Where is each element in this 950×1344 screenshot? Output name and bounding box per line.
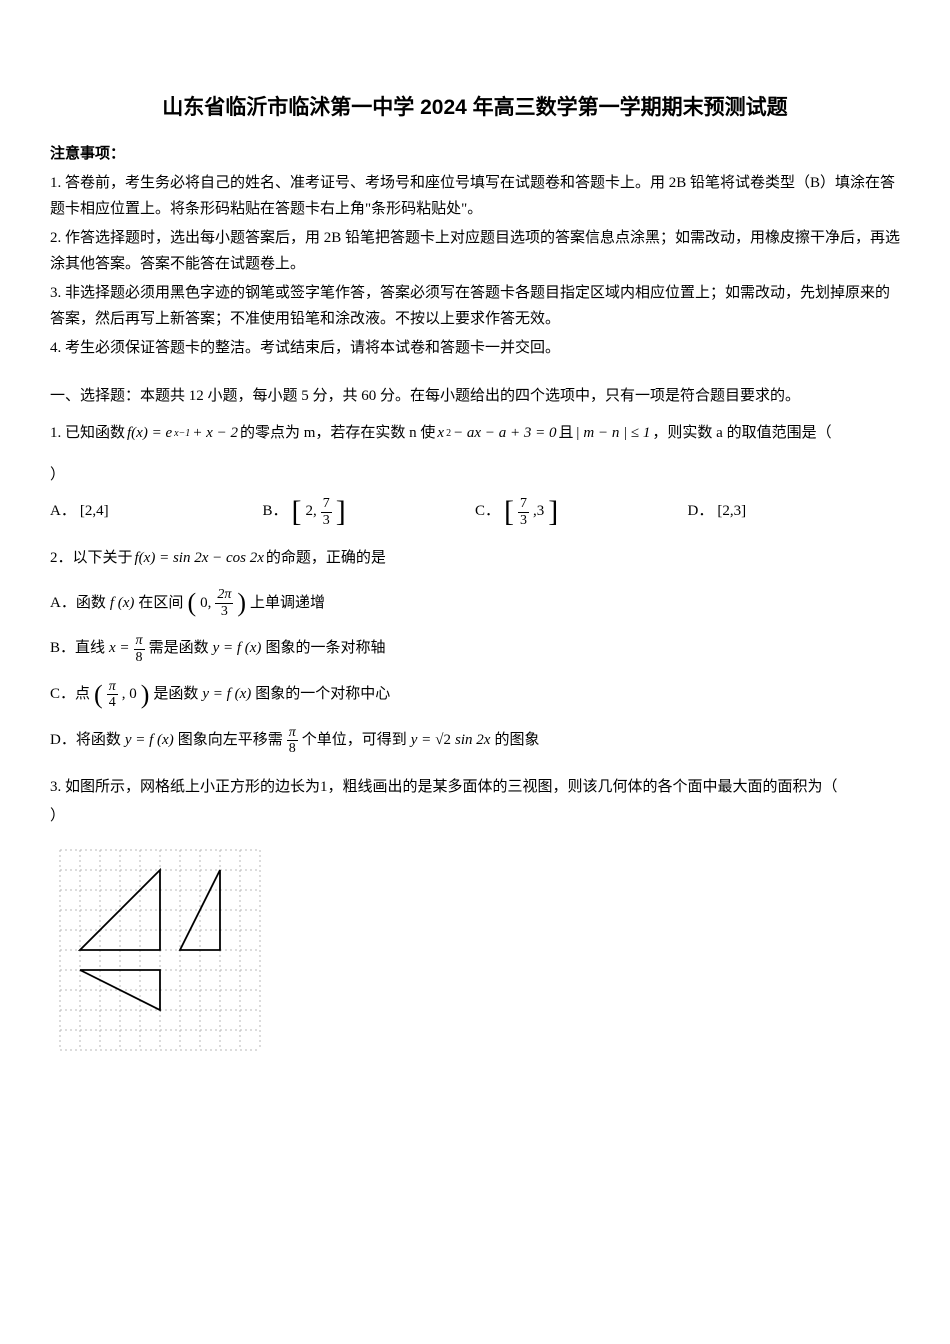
q1-c-b: ,3 — [533, 499, 544, 525]
q1-a-value: [2,4] — [80, 499, 109, 525]
q2c-tail: 图象的一个对称中心 — [255, 682, 390, 708]
q2a-den: 3 — [215, 604, 233, 619]
q1-c-rb: ] — [548, 500, 558, 524]
q1-mid2: 且 — [558, 421, 573, 447]
q2-prefix: 2．以下关于 — [50, 546, 133, 572]
q2b-tail: 图象的一条对称轴 — [265, 636, 385, 662]
question-3: 3. 如图所示，网格纸上小正方形的边长为1，粗线画出的是某多面体的三视图，则该几… — [50, 775, 900, 1060]
q1-c-label: C． — [475, 499, 500, 525]
q2a-mid: 在区间 — [138, 591, 183, 617]
q1-b-rb: ] — [336, 500, 346, 524]
q2b-num: π — [134, 633, 145, 649]
q2c-den: 4 — [107, 695, 118, 710]
q2-option-b: B．直线 x = π 8 需是函数 y = f (x) 图象的一条对称轴 — [50, 633, 900, 665]
q2d-yeq: y = — [411, 728, 432, 754]
q1-eq2a: x — [437, 421, 444, 447]
q2a-rp: ) — [237, 593, 246, 614]
q1-abs: | m − n | ≤ 1 — [575, 421, 650, 447]
q2c-rp: ) — [141, 685, 150, 706]
q1-tail2: ） — [50, 463, 900, 489]
q1-b-frac: 7 3 — [321, 496, 332, 528]
q2d-sin: sin 2x — [455, 728, 490, 754]
q2d-den: 8 — [287, 741, 298, 756]
q3-figure — [50, 840, 900, 1060]
q1-b-num: 7 — [321, 496, 332, 512]
notice-item-2: 2. 作答选择题时，选出每小题答案后，用 2B 铅笔把答题卡上对应题目选项的答案… — [50, 226, 900, 277]
q2a-label: A．函数 — [50, 591, 106, 617]
q1-option-b: B． [ 2, 7 3 ] — [263, 496, 476, 528]
q2d-label: D．将函数 — [50, 728, 121, 754]
q1-prefix: 1. 已知函数 — [50, 421, 125, 447]
q2-suffix: 的命题，正确的是 — [266, 546, 386, 572]
q1-tail: ，则实数 a 的取值范围是（ — [652, 421, 831, 447]
q2d-num: π — [287, 725, 298, 741]
q1-eq2exp: 2 — [446, 425, 451, 442]
q2d-sqrt: √2 — [435, 728, 451, 754]
q2-func: f(x) = sin 2x − cos 2x — [135, 546, 264, 572]
q2c-lp: ( — [94, 685, 103, 706]
document-title: 山东省临沂市临沭第一中学 2024 年高三数学第一学期期末预测试题 — [50, 90, 900, 126]
q2d-mid1: 图象向左平移需 — [178, 728, 283, 754]
q1-mid1: 的零点为 m，若存在实数 n 使 — [240, 421, 435, 447]
three-views-svg — [50, 840, 270, 1060]
notice-heading: 注意事项： — [50, 142, 900, 168]
section-1-heading: 一、选择题：本题共 12 小题，每小题 5 分，共 60 分。在每小题给出的四个… — [50, 384, 900, 410]
q2c-label: C．点 — [50, 682, 90, 708]
q2c-frac: π 4 — [107, 679, 118, 711]
q2a-tail: 上单调递增 — [250, 591, 325, 617]
q1-exp: x−1 — [174, 425, 190, 442]
q1-c-frac: 7 3 — [518, 496, 529, 528]
q2a-frac: 2π 3 — [215, 587, 233, 619]
q1-a-label: A． — [50, 499, 76, 525]
q1-d-value: [2,3] — [717, 499, 746, 525]
q1-eq2b: − ax − a + 3 = 0 — [453, 421, 556, 447]
q2b-xeq: x = — [109, 636, 130, 662]
question-1: 1. 已知函数 f(x) = ex−1 + x − 2 的零点为 m，若存在实数… — [50, 421, 900, 528]
q2a-fx: f (x) — [110, 591, 135, 617]
q2b-mid: 需是函数 — [149, 636, 209, 662]
q1-d-label: D． — [688, 499, 714, 525]
notice-item-3: 3. 非选择题必须用黑色字迹的钢笔或签字笔作答，答案必须写在答题卡各题目指定区域… — [50, 281, 900, 332]
q2d-frac: π 8 — [287, 725, 298, 757]
q2c-comma: , 0 — [122, 682, 137, 708]
q2d-yfx: y = f (x) — [125, 728, 174, 754]
q2-option-a: A．函数 f (x) 在区间 ( 0, 2π 3 ) 上单调递增 — [50, 587, 900, 619]
q2b-yfx: y = f (x) — [213, 636, 262, 662]
q1-b-lb: [ — [292, 500, 302, 524]
q1-b-a: 2, — [306, 499, 317, 525]
q1-b-label: B． — [263, 499, 288, 525]
q2a-num: 2π — [215, 587, 233, 603]
question-2: 2．以下关于 f(x) = sin 2x − cos 2x 的命题，正确的是 A… — [50, 546, 900, 757]
notice-item-4: 4. 考生必须保证答题卡的整洁。考试结束后，请将本试卷和答题卡一并交回。 — [50, 336, 900, 362]
q1-b-den: 3 — [321, 513, 332, 528]
q2d-tail: 的图象 — [494, 728, 539, 754]
q3-close: ） — [50, 804, 900, 830]
q1-c-den: 3 — [518, 513, 529, 528]
q2c-mid: 是函数 — [153, 682, 198, 708]
q2a-a: 0, — [200, 591, 211, 617]
q2d-mid2: 个单位，可得到 — [302, 728, 407, 754]
q1-func: f(x) = e — [127, 421, 172, 447]
q2c-num: π — [107, 679, 118, 695]
q1-options: A． [2,4] B． [ 2, 7 3 ] C． [ 7 3 ,3 ] D． … — [50, 496, 900, 528]
q2b-den: 8 — [134, 650, 145, 665]
notice-item-1: 1. 答卷前，考生务必将自己的姓名、准考证号、考场号和座位号填写在试题卷和答题卡… — [50, 171, 900, 222]
q1-c-num: 7 — [518, 496, 529, 512]
q2c-yfx: y = f (x) — [202, 682, 251, 708]
q2b-frac: π 8 — [134, 633, 145, 665]
q1-func2: + x − 2 — [192, 421, 238, 447]
q1-option-c: C． [ 7 3 ,3 ] — [475, 496, 688, 528]
q2b-label: B．直线 — [50, 636, 105, 662]
q1-option-a: A． [2,4] — [50, 499, 263, 525]
q2-option-d: D．将函数 y = f (x) 图象向左平移需 π 8 个单位，可得到 y = … — [50, 725, 900, 757]
q1-c-lb: [ — [504, 500, 514, 524]
q2-option-c: C．点 ( π 4 , 0 ) 是函数 y = f (x) 图象的一个对称中心 — [50, 679, 900, 711]
q1-option-d: D． [2,3] — [688, 499, 901, 525]
q3-text: 3. 如图所示，网格纸上小正方形的边长为1，粗线画出的是某多面体的三视图，则该几… — [50, 775, 900, 801]
q2a-lp: ( — [187, 593, 196, 614]
